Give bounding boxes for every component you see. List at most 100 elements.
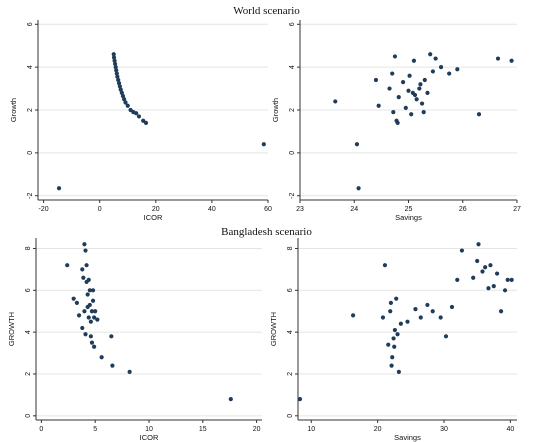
scatter-point [406,88,411,93]
x-tick-label: 10 [145,426,153,433]
scatter-point [425,90,430,95]
scatter-point [443,334,449,339]
scatter-point [115,74,120,79]
scatter-point [480,269,485,274]
world-scenario-title: World scenario [233,5,300,17]
scatter-point [422,77,427,83]
y-tick-label: 8 [287,246,294,250]
scatter-point [425,302,430,308]
scatter-point [428,52,433,57]
y-tick-label: 0 [289,151,296,155]
scatter-point [411,58,417,63]
scatter-point [389,363,394,368]
y-tick-label: 4 [289,65,296,69]
scatter-point [471,275,476,280]
scatter-point [407,73,412,78]
scatter-point [509,277,514,282]
scatter-point [395,120,400,125]
scatter-point [398,321,403,326]
scatter-point [80,267,85,272]
scatter-point [113,61,118,67]
x-tick-label: -20 [39,206,49,213]
y-tick-label: -2 [289,193,296,199]
y-tick-label: 0 [25,414,32,418]
scatter-point [476,242,481,247]
scatter-point [111,55,117,60]
x-tick-label: 20 [374,426,382,433]
scatter-point [110,363,115,368]
scatter-point [95,317,100,322]
x-tick-label: 27 [513,206,521,213]
scatter-point [113,65,118,70]
x-tick-label: 15 [199,426,207,433]
scatter-point [433,56,438,61]
x-tick-label: 20 [253,426,261,433]
scatter-point [388,300,394,305]
scatter-point [438,315,443,320]
y-tick-label: 6 [27,22,34,26]
scatter-point [123,100,128,105]
y-tick-label: 4 [287,330,294,334]
scatter-point [56,186,62,191]
scatter-point [498,309,504,314]
scatter-point [391,336,396,341]
scatter-point [116,81,122,86]
scatter-point [491,284,496,289]
scatter-point [136,114,142,119]
scatter-point [418,82,423,87]
scatter-point [118,87,123,92]
scatter-point [391,110,396,115]
scatter-point [111,52,116,57]
scatter-point [114,71,119,76]
y-tick-label: 8 [25,246,32,250]
scatter-point [83,332,88,337]
scatter-point [87,288,92,293]
scatter-point [84,263,89,268]
scatter-point [76,313,82,318]
scatter-point [127,369,132,374]
scatter-point [134,111,139,116]
y-tick-label: -2 [27,193,34,199]
x-tick-label: 0 [98,206,102,213]
scatter-point [380,315,386,320]
x-tick-label: 5 [93,426,97,433]
scatter-point [483,265,488,270]
scatter-point [390,71,395,76]
x-axis-title: ICOR [144,213,163,222]
scatter-point [395,332,400,337]
scatter-point [392,344,397,349]
scatter-point [99,355,104,360]
scatter-point [109,334,114,339]
scatter-point [475,258,480,264]
x-tick-label: 20 [152,206,160,213]
scatter-point [476,112,482,117]
scatter-point [390,355,395,360]
scatter-point [447,71,452,76]
scatter-point [297,396,303,402]
scatter-point [119,90,124,95]
scatter-point [92,315,97,320]
scatter-point [382,263,388,268]
scatter-point [114,68,119,73]
y-axis-title: GROWTH [7,312,16,346]
scatter-point [356,186,361,191]
y-tick-label: 4 [27,65,34,69]
scatter-point [92,344,97,349]
scatter-point [376,103,381,108]
scatter-point [419,101,425,106]
scatter-point [430,69,436,74]
scatter-point [394,296,399,301]
x-axis-title: Savings [394,433,421,442]
y-tick-label: 6 [289,22,296,26]
scatter-point [421,110,426,115]
y-tick-label: 4 [25,330,32,334]
x-tick-label: 24 [350,206,358,213]
x-tick-label: 23 [296,206,304,213]
scatter-point [93,309,98,314]
scatter-point [80,325,85,331]
scatter-point [82,242,87,247]
scatter-point [486,286,491,291]
scatter-point [449,304,455,310]
